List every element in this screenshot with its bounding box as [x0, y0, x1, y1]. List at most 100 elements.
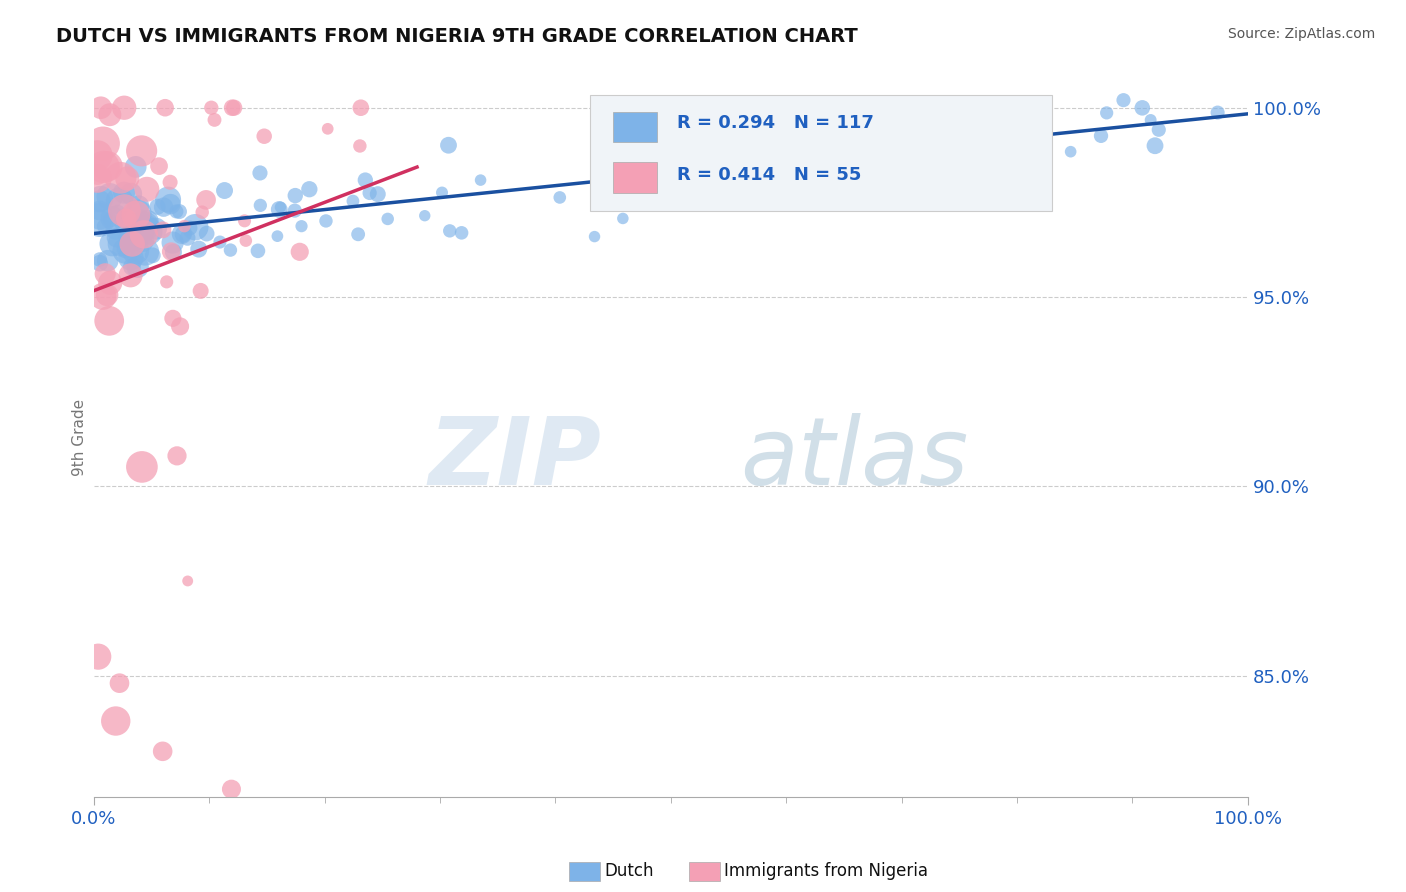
Point	[89, 203, 111, 218]
Point	[127, 206, 149, 220]
Bar	[613, 162, 657, 193]
Text: Dutch: Dutch	[605, 863, 654, 880]
Point	[249, 198, 271, 212]
Point	[413, 209, 436, 223]
Point	[159, 197, 181, 211]
Point	[172, 227, 194, 242]
Point	[214, 184, 236, 198]
Point	[101, 211, 124, 226]
Point	[96, 159, 118, 173]
Point	[204, 112, 226, 127]
Point	[754, 163, 776, 178]
Point	[284, 188, 307, 202]
Point	[288, 244, 311, 259]
Point	[145, 221, 167, 235]
Point	[131, 210, 153, 224]
Point	[965, 103, 987, 117]
Point	[121, 237, 143, 252]
Y-axis label: 9th Grade: 9th Grade	[72, 399, 87, 475]
Point	[94, 267, 117, 281]
Point	[89, 216, 111, 230]
Point	[169, 319, 191, 334]
Point	[127, 260, 149, 274]
Point	[131, 233, 153, 247]
Point	[108, 237, 131, 252]
Point	[1112, 93, 1135, 107]
Point	[146, 200, 169, 214]
Point	[90, 101, 112, 115]
Point	[104, 714, 127, 728]
Text: DUTCH VS IMMIGRANTS FROM NIGERIA 9TH GRADE CORRELATION CHART: DUTCH VS IMMIGRANTS FROM NIGERIA 9TH GRA…	[56, 27, 858, 45]
Point	[170, 227, 193, 241]
Point	[162, 245, 184, 260]
Point	[367, 187, 389, 202]
Point	[184, 220, 207, 235]
Point	[98, 189, 121, 203]
Point	[794, 153, 817, 168]
Point	[159, 175, 181, 189]
Point	[93, 219, 115, 234]
Point	[129, 227, 152, 241]
Point	[110, 170, 132, 185]
Point	[195, 193, 218, 207]
Point	[284, 203, 307, 218]
Point	[1143, 138, 1166, 153]
Point	[470, 173, 492, 187]
Point	[176, 574, 198, 588]
Point	[132, 227, 155, 242]
Text: R = 0.294   N = 117: R = 0.294 N = 117	[676, 114, 873, 132]
Point	[86, 171, 108, 186]
Point	[135, 182, 157, 196]
Point	[614, 153, 637, 167]
Point	[115, 228, 138, 243]
Point	[219, 243, 242, 257]
Point	[269, 202, 291, 217]
Point	[97, 253, 120, 268]
Point	[652, 145, 675, 160]
Text: Immigrants from Nigeria: Immigrants from Nigeria	[724, 863, 928, 880]
Point	[86, 148, 108, 162]
Point	[90, 192, 112, 206]
Point	[659, 153, 682, 168]
FancyBboxPatch shape	[591, 95, 1052, 211]
Point	[298, 182, 321, 196]
Point	[169, 204, 191, 219]
Point	[162, 311, 184, 326]
Point	[142, 248, 165, 262]
Point	[157, 193, 180, 207]
Point	[107, 206, 129, 220]
Point	[636, 185, 658, 199]
Point	[152, 744, 174, 758]
Point	[115, 243, 138, 257]
Point	[1147, 122, 1170, 136]
Point	[156, 275, 179, 289]
Point	[612, 211, 634, 226]
Point	[235, 234, 257, 248]
Point	[152, 223, 174, 237]
Point	[120, 268, 142, 283]
Point	[1090, 128, 1112, 143]
Point	[87, 649, 110, 664]
Point	[91, 136, 114, 151]
Point	[134, 218, 156, 232]
Point	[91, 289, 114, 303]
Point	[96, 288, 118, 302]
Point	[114, 244, 136, 258]
Point	[112, 101, 135, 115]
Bar	[613, 112, 657, 142]
Point	[134, 220, 156, 235]
Point	[290, 219, 312, 234]
Point	[101, 236, 124, 251]
Point	[89, 194, 111, 209]
Point	[939, 105, 962, 120]
Point	[152, 200, 174, 214]
Point	[179, 221, 201, 235]
Point	[957, 123, 980, 137]
Text: atlas: atlas	[740, 413, 969, 504]
Point	[98, 108, 121, 122]
Point	[450, 226, 472, 240]
Point	[115, 216, 138, 230]
Point	[121, 260, 143, 274]
Point	[136, 214, 159, 228]
Point	[266, 229, 288, 244]
